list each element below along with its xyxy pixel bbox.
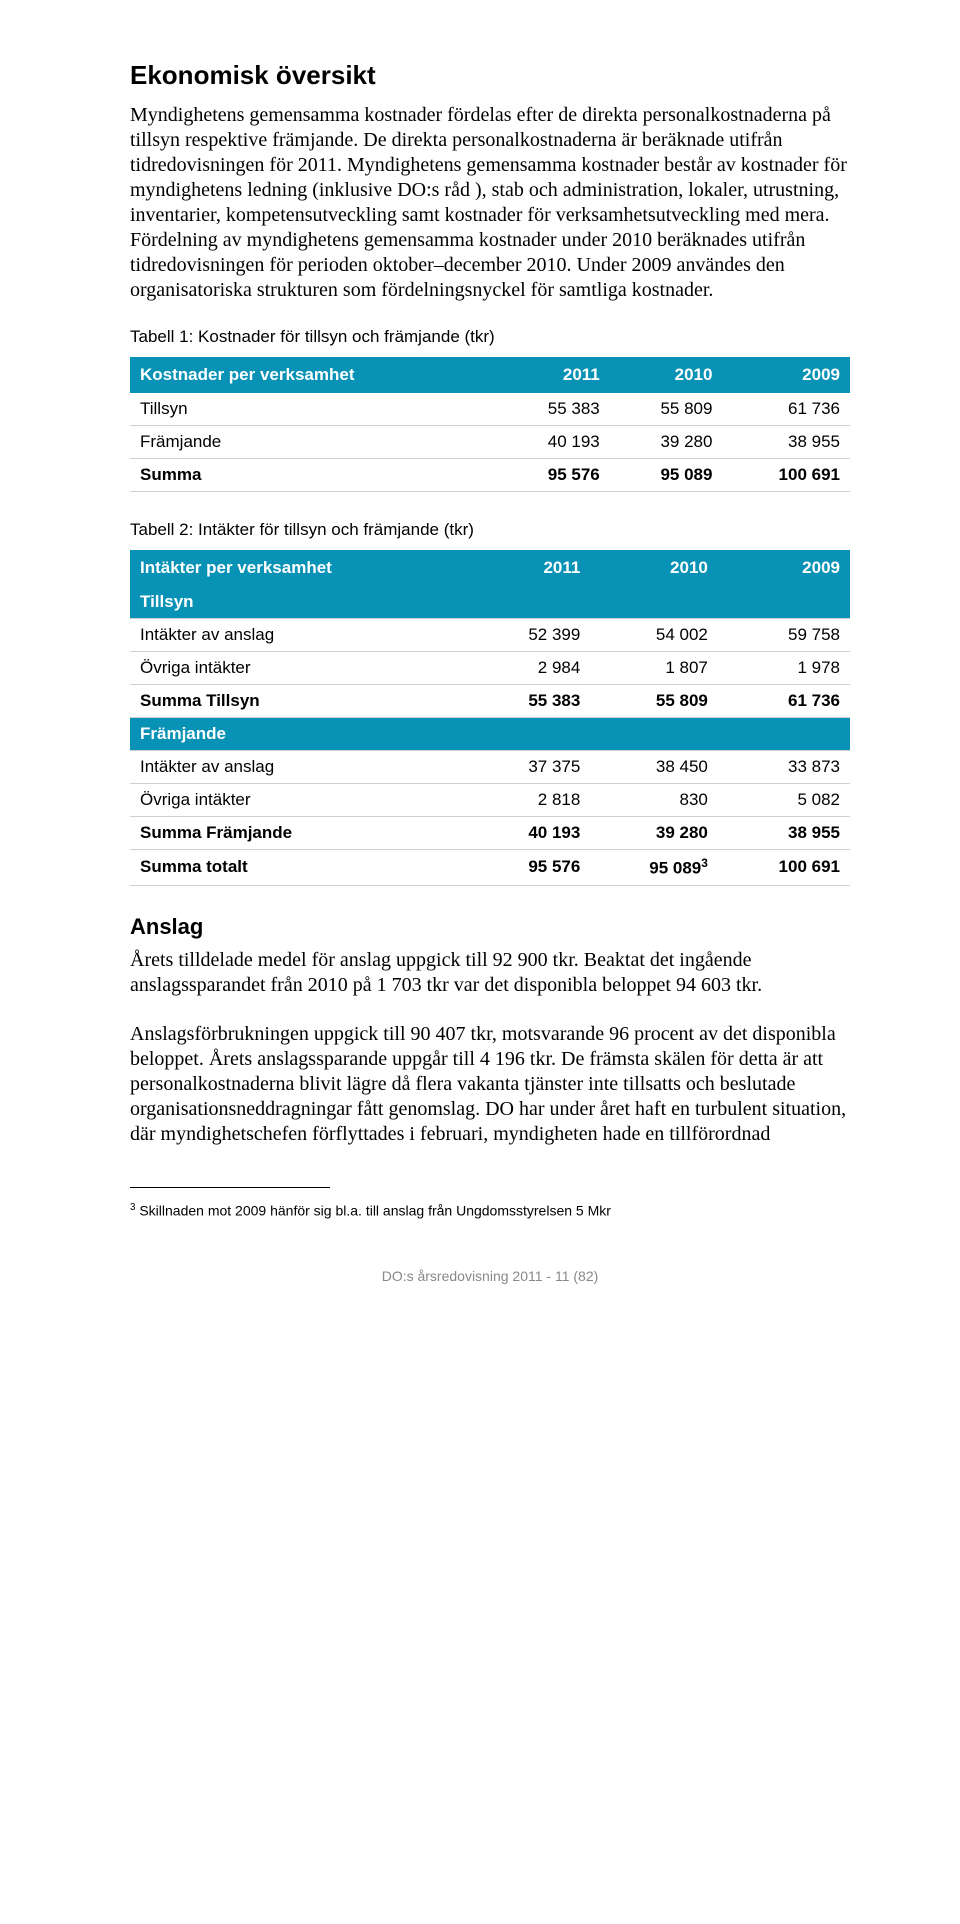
table1: Kostnader per verksamhet 2011 2010 2009 … (130, 357, 850, 492)
table-cell-value: 830 (590, 784, 718, 817)
table1-head-1: 2011 (497, 357, 610, 393)
table-cell-label: Summa totalt (130, 850, 474, 886)
table-cell-value: 38 955 (718, 817, 850, 850)
table-cell-value: 52 399 (474, 619, 591, 652)
table-cell-value: 55 383 (497, 393, 610, 426)
table-cell-value: 2 818 (474, 784, 591, 817)
table-cell-value: 61 736 (718, 685, 850, 718)
table-cell-label: Främjande (130, 426, 497, 459)
footnote-rule (130, 1187, 330, 1188)
footnote-text: Skillnaden mot 2009 hänför sig bl.a. til… (135, 1202, 610, 1218)
table-cell-value: 38 955 (722, 426, 850, 459)
table-row: Summa Tillsyn55 38355 80961 736 (130, 685, 850, 718)
table1-caption: Tabell 1: Kostnader för tillsyn och främ… (130, 327, 850, 347)
table-row: Främjande40 19339 28038 955 (130, 426, 850, 459)
table1-head-2: 2010 (610, 357, 723, 393)
table1-head-0: Kostnader per verksamhet (130, 357, 497, 393)
table2-head-0: Intäkter per verksamhet (130, 550, 474, 586)
table-cell-value: 55 809 (590, 685, 718, 718)
table-cell-value: 39 280 (610, 426, 723, 459)
table-cell-value: 95 089 (610, 459, 723, 492)
table-cell-label: Summa Främjande (130, 817, 474, 850)
table-row: Intäkter av anslag52 39954 00259 758 (130, 619, 850, 652)
table-cell-value: 59 758 (718, 619, 850, 652)
table-cell-label: Intäkter av anslag (130, 751, 474, 784)
table-cell-value: 95 576 (497, 459, 610, 492)
table-cell-label: Summa (130, 459, 497, 492)
table-cell-value: 55 809 (610, 393, 723, 426)
table-row: Intäkter av anslag37 37538 45033 873 (130, 751, 850, 784)
anslag-heading: Anslag (130, 914, 850, 940)
table-cell-value: 38 450 (590, 751, 718, 784)
table-row: Tillsyn (130, 586, 850, 619)
table-cell-value: 95 576 (474, 850, 591, 886)
table-cell-value: 54 002 (590, 619, 718, 652)
anslag-para1: Årets tilldelade medel för anslag uppgic… (130, 948, 850, 998)
page-footer: DO:s årsredovisning 2011 - 11 (82) (130, 1268, 850, 1284)
table-cell-value: 1 807 (590, 652, 718, 685)
table-cell-value: 39 280 (590, 817, 718, 850)
table-cell-label: Tillsyn (130, 393, 497, 426)
table-row: Summa95 57695 089100 691 (130, 459, 850, 492)
table-cell-value: 100 691 (722, 459, 850, 492)
table-section-label: Tillsyn (130, 586, 850, 619)
table2-caption: Tabell 2: Intäkter för tillsyn och främj… (130, 520, 850, 540)
table-cell-value: 2 984 (474, 652, 591, 685)
table-row: Tillsyn55 38355 80961 736 (130, 393, 850, 426)
table-cell-value: 55 383 (474, 685, 591, 718)
footnote: 3 Skillnaden mot 2009 hänför sig bl.a. t… (130, 1202, 850, 1219)
table-cell-value: 1 978 (718, 652, 850, 685)
page-heading: Ekonomisk översikt (130, 60, 850, 91)
table1-head-3: 2009 (722, 357, 850, 393)
table-cell-value: 100 691 (718, 850, 850, 886)
table-row: Summa Främjande40 19339 28038 955 (130, 817, 850, 850)
table-cell-label: Summa Tillsyn (130, 685, 474, 718)
table-row: Övriga intäkter2 9841 8071 978 (130, 652, 850, 685)
table-cell-value: 40 193 (497, 426, 610, 459)
table-row: Övriga intäkter2 8188305 082 (130, 784, 850, 817)
table-cell-value: 61 736 (722, 393, 850, 426)
intro-paragraph: Myndighetens gemensamma kostnader fördel… (130, 103, 850, 303)
table-row: Summa totalt95 57695 0893100 691 (130, 850, 850, 886)
table2-head-3: 2009 (718, 550, 850, 586)
table2-head-2: 2010 (590, 550, 718, 586)
table-cell-label: Intäkter av anslag (130, 619, 474, 652)
table-cell-value: 5 082 (718, 784, 850, 817)
table-cell-label: Övriga intäkter (130, 784, 474, 817)
table-cell-value: 40 193 (474, 817, 591, 850)
table2: Intäkter per verksamhet 2011 2010 2009 T… (130, 550, 850, 886)
table-cell-label: Övriga intäkter (130, 652, 474, 685)
table-row: Främjande (130, 718, 850, 751)
table2-head-1: 2011 (474, 550, 591, 586)
table-cell-value: 33 873 (718, 751, 850, 784)
table-section-label: Främjande (130, 718, 850, 751)
table-cell-value: 37 375 (474, 751, 591, 784)
table-cell-value: 95 0893 (590, 850, 718, 886)
anslag-para2: Anslagsförbrukningen uppgick till 90 407… (130, 1022, 850, 1147)
